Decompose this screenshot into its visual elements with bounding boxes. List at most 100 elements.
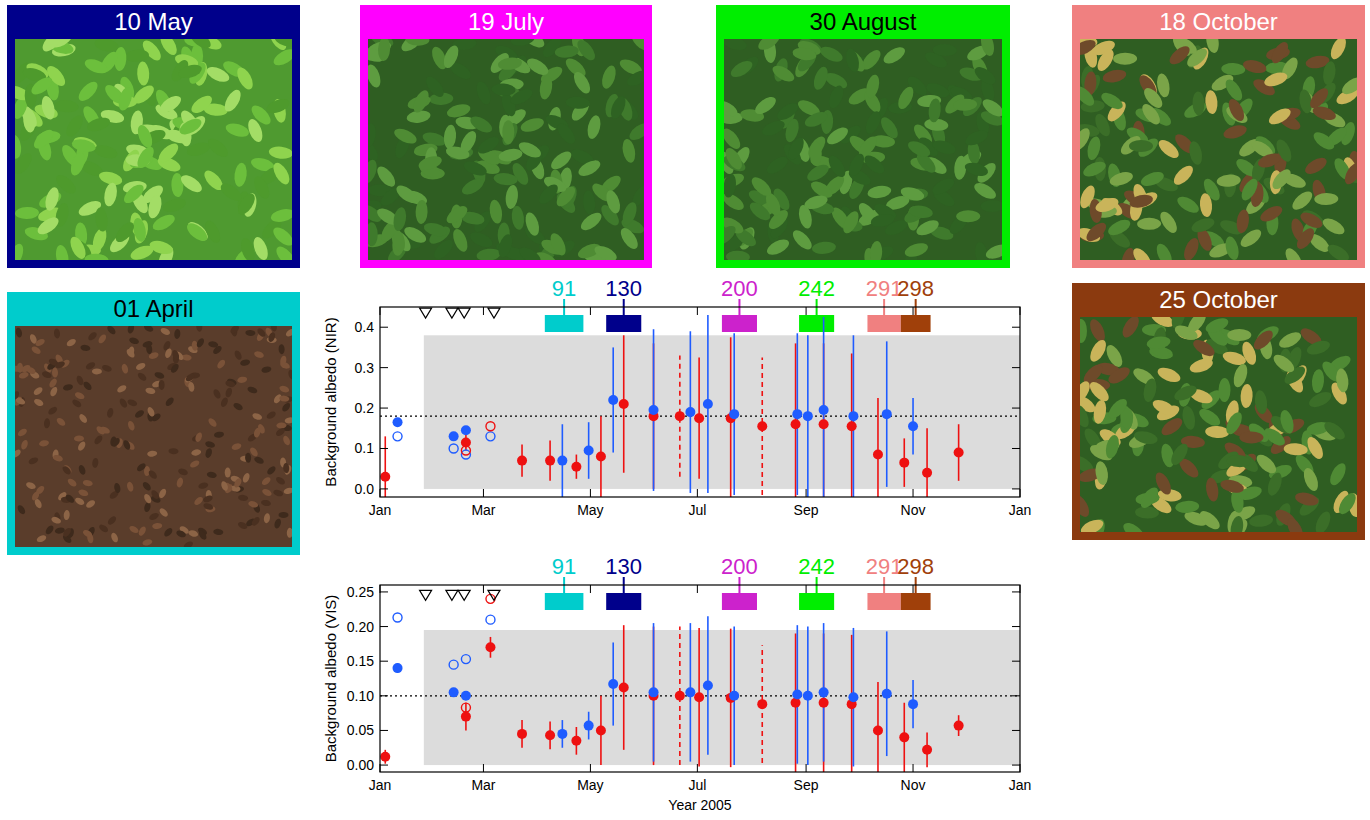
photo-texture-spot <box>765 236 792 258</box>
photo-texture-spot <box>1325 241 1352 260</box>
photo-texture-spot <box>29 74 55 98</box>
photo-texture-spot <box>268 145 292 159</box>
photo-texture-spot <box>177 62 203 80</box>
open-point <box>486 432 495 441</box>
photo-panel: 18 October <box>1071 5 1366 273</box>
photo-texture-spot <box>1328 39 1349 62</box>
photo-texture-spot <box>55 416 67 427</box>
photo-texture-spot <box>284 417 292 424</box>
photo-texture-spot <box>15 327 23 338</box>
photo-texture-spot <box>963 160 989 178</box>
photo-texture-spot <box>131 217 147 243</box>
photo-texture-spot <box>1321 419 1347 443</box>
photo-texture-spot <box>592 243 619 260</box>
point <box>757 699 767 709</box>
photo-texture-spot <box>110 532 119 544</box>
photo-title: 25 October <box>1159 286 1278 313</box>
point <box>729 409 739 419</box>
photo-texture-spot <box>205 135 231 160</box>
photo-texture-spot <box>1185 317 1209 335</box>
photo-texture-spot <box>44 418 51 428</box>
point <box>557 729 567 739</box>
photo-texture-spot <box>285 327 292 338</box>
photo-texture-spot <box>1105 396 1130 422</box>
plot-frame <box>380 585 1020 772</box>
x-tick <box>806 585 807 593</box>
point <box>954 448 964 458</box>
photo-texture-spot <box>415 200 428 224</box>
photo-texture-spot <box>1080 403 1092 430</box>
photo-texture-spot <box>184 373 195 384</box>
photo-texture-spot <box>208 341 219 349</box>
photo-texture-spot <box>273 518 282 529</box>
photo-texture-spot <box>927 98 941 123</box>
photo-texture-spot <box>157 93 184 116</box>
photo-texture-spot <box>826 84 846 111</box>
photo-texture-spot <box>94 207 109 232</box>
photo-texture-spot <box>899 185 925 203</box>
point <box>557 456 567 466</box>
photo-texture-spot <box>774 100 801 123</box>
point <box>792 409 802 419</box>
point <box>922 468 932 478</box>
photo-texture-spot <box>881 44 908 67</box>
chart: 91130200242291298JanMarMayJulSepNovJan0.… <box>322 276 1031 518</box>
photo-texture-spot <box>608 94 628 121</box>
triangle-marker <box>446 308 458 318</box>
photo-texture-spot <box>68 151 87 178</box>
x-tick-label: Jan <box>369 502 392 518</box>
point <box>873 725 883 735</box>
photo-texture-spot <box>724 39 748 52</box>
photo-texture-spot <box>1156 137 1182 162</box>
photo-texture-spot <box>1307 389 1334 410</box>
photo-texture-spot <box>497 56 522 71</box>
photo-texture-spot <box>1204 477 1220 503</box>
photo-texture-spot <box>93 143 119 160</box>
x-tick <box>697 489 698 497</box>
y-tick <box>380 661 388 662</box>
photo-texture-spot <box>233 477 243 489</box>
x-tick <box>590 307 591 315</box>
photo-texture-spot <box>724 173 737 198</box>
photo-texture-spot <box>82 529 94 539</box>
y-axis-title: Background albedo (NIR) <box>322 317 339 486</box>
photo-texture-spot <box>1311 129 1337 153</box>
point <box>584 721 594 731</box>
photo-texture-spot <box>1142 377 1159 403</box>
photo-texture-spot <box>1313 509 1334 532</box>
photo-texture-spot <box>67 234 88 260</box>
photo-texture-spot <box>824 124 851 148</box>
photo-texture-spot <box>1080 126 1093 153</box>
triangle-marker <box>488 590 500 600</box>
photo-texture-spot <box>184 372 196 383</box>
photo-texture-spot <box>764 153 791 177</box>
photo-texture-spot <box>724 223 739 248</box>
period-label: 200 <box>721 554 758 579</box>
x-tick <box>697 585 698 593</box>
photo-texture-spot <box>64 493 75 504</box>
photo-texture-spot <box>1129 140 1153 152</box>
photo-panel: 19 July <box>357 5 653 271</box>
photo-texture-spot <box>903 241 930 260</box>
photo-texture-spot <box>1094 195 1121 214</box>
point <box>619 683 629 693</box>
x-tick-label: Jan <box>1009 502 1032 518</box>
chart: 91130200242291298JanMarMayJulSepNovJan0.… <box>322 554 1031 813</box>
period-box <box>722 315 757 332</box>
photo-texture-spot <box>1191 337 1218 360</box>
photo-texture-spot <box>245 453 251 463</box>
photo-texture-spot <box>78 488 89 497</box>
photo-texture-spot <box>1133 429 1159 446</box>
photo-texture-spot <box>392 206 408 232</box>
x-tick-label: Nov <box>901 777 926 793</box>
photo-texture-spot <box>417 154 444 173</box>
photo-texture-spot <box>48 377 59 389</box>
photo-texture-spot <box>83 56 110 76</box>
photo-texture-spot <box>260 476 272 487</box>
photo-texture-spot <box>752 94 778 118</box>
y-tick-label: 0.00 <box>347 757 374 773</box>
figure: 10 May01 April19 July30 August18 October… <box>0 0 1370 820</box>
photo-texture-spot <box>628 39 644 54</box>
photo-texture-spot <box>1146 335 1171 350</box>
photo-texture-spot <box>516 139 543 161</box>
